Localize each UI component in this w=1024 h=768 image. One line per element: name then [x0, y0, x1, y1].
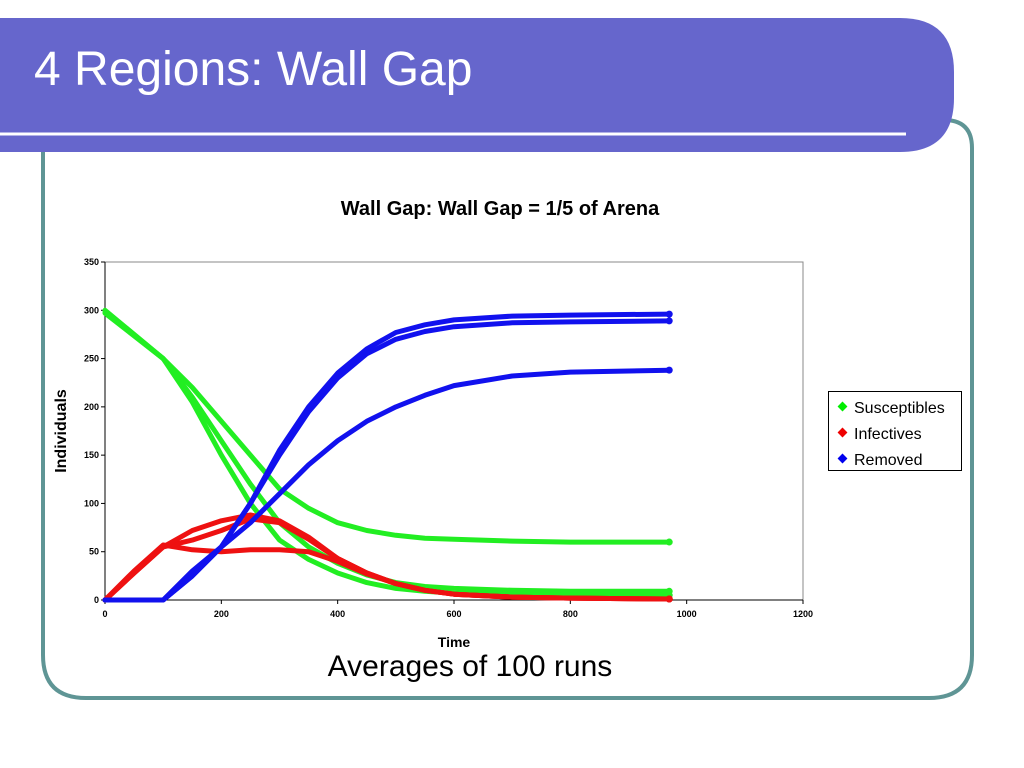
y-tick-label: 300: [84, 305, 99, 315]
y-tick-label: 0: [94, 595, 99, 605]
series-layer: [102, 307, 673, 603]
legend-label-infectives: Infectives: [854, 426, 922, 443]
legend-label-removed: Removed: [854, 452, 923, 469]
x-tick-label: 0: [102, 609, 107, 619]
legend-label-susceptibles: Susceptibles: [854, 400, 945, 417]
series-end-marker: [665, 310, 673, 318]
series-end-marker: [665, 366, 673, 374]
x-tick-label: 600: [446, 609, 461, 619]
legend-marker-removed: [837, 453, 848, 464]
y-tick-label: 100: [84, 498, 99, 508]
axes: 0 50 100 150 200 250 300 350 0 200 400 600 800 1000 12…: [84, 257, 813, 619]
legend-item-infectives: Infectives: [829, 422, 961, 448]
y-axis-label: Individuals: [53, 389, 70, 473]
series-end-marker: [665, 317, 673, 325]
x-axis-label: Time: [438, 634, 471, 650]
legend-marker-infectives: [837, 427, 848, 438]
legend-item-removed: Removed: [829, 448, 961, 474]
series-line-susceptibles-0: [102, 307, 672, 545]
x-tick-label: 1000: [677, 609, 697, 619]
x-tick-label: 800: [563, 609, 578, 619]
y-tick-label: 250: [84, 354, 99, 364]
series-end-marker: [665, 538, 673, 546]
chart-legend: Susceptibles Infectives Removed: [828, 391, 962, 471]
x-tick-label: 400: [330, 609, 345, 619]
y-tick-label: 50: [89, 547, 99, 557]
header-bar: [0, 18, 954, 152]
chart-title: Wall Gap: Wall Gap = 1/5 of Arena: [340, 198, 660, 220]
x-tick-label: 200: [214, 609, 229, 619]
y-tick-label: 350: [84, 257, 99, 267]
slide-border: [41, 118, 974, 700]
y-tick-label: 150: [84, 450, 99, 460]
legend-item-susceptibles: Susceptibles: [829, 396, 961, 422]
x-tick-label: 1200: [793, 609, 813, 619]
series-line-infectives-5: [102, 512, 672, 603]
y-tick-label: 200: [84, 402, 99, 412]
legend-marker-susceptibles: [837, 401, 848, 412]
series-end-marker: [665, 595, 673, 603]
series-line-removed-8: [102, 311, 672, 603]
slide-caption: Averages of 100 runs: [327, 650, 613, 683]
slide-title: 4 Regions: Wall Gap: [34, 43, 473, 96]
